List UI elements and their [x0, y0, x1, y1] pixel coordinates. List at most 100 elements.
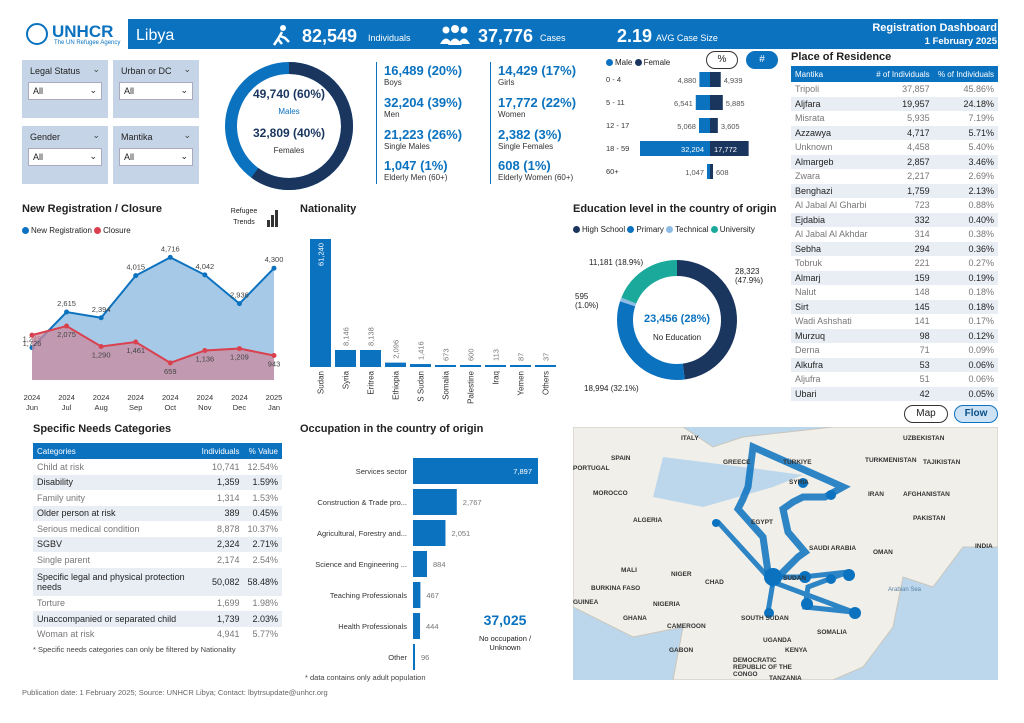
table-row[interactable]: Almarj 159 0.19%: [791, 270, 998, 285]
table-row[interactable]: Zwara 2,217 2.69%: [791, 169, 998, 184]
gender-select[interactable]: All ⌄: [28, 148, 102, 166]
table-row[interactable]: Al Jabal Al Gharbi 723 0.88%: [791, 198, 998, 213]
x-tick-label: Nov: [198, 403, 212, 412]
table-row[interactable]: Azzawya 4,717 5.71%: [791, 125, 998, 140]
refugee-trends-link[interactable]: Refugee Trends: [230, 208, 258, 226]
cases-value: 37,776: [478, 26, 534, 46]
filter-legal-status[interactable]: Legal Status ⌄ All ⌄: [22, 60, 108, 118]
occupation-note: * data contains only adult population: [305, 673, 426, 682]
chevron-down-icon[interactable]: ⌄: [92, 130, 100, 140]
table-row[interactable]: Benghazi 1,759 2.13%: [791, 183, 998, 198]
table-row[interactable]: Single parent 2,174 2.54%: [33, 552, 282, 568]
table-row[interactable]: SGBV 2,324 2.71%: [33, 536, 282, 552]
chevron-down-icon[interactable]: ⌄: [92, 64, 100, 74]
map-country-label: UGANDA: [763, 637, 792, 644]
table-row[interactable]: Nalut 148 0.18%: [791, 285, 998, 300]
data-point: [64, 309, 70, 315]
table-row[interactable]: Tobruk 221 0.27%: [791, 256, 998, 271]
table-row[interactable]: Torture 1,699 1.98%: [33, 596, 282, 612]
header-bar: [22, 19, 998, 49]
table-row[interactable]: Murzuq 98 0.12%: [791, 328, 998, 343]
table-row[interactable]: Sebha 294 0.36%: [791, 241, 998, 256]
table-row[interactable]: Specific legal and physical protection n…: [33, 567, 282, 596]
col-header[interactable]: % of Individuals: [933, 66, 998, 82]
map-toggle-button[interactable]: Map: [904, 405, 948, 423]
filter-mantika[interactable]: Mantika ⌄ All ⌄: [113, 126, 199, 184]
table-cell: 2,324: [197, 536, 244, 552]
table-row[interactable]: Woman at risk 4,941 5.77%: [33, 627, 282, 643]
table-cell: 1,759: [871, 183, 934, 198]
filter-urban-dc[interactable]: Urban or DC ⌄ All ⌄: [113, 60, 199, 118]
table-row[interactable]: Family unity 1,314 1.53%: [33, 490, 282, 506]
flow-map[interactable]: ITALY UZBEKISTAN SPAIN GREECE TÜRKIYE TURKMEN…: [573, 427, 998, 680]
data-label: 1,726: [23, 339, 42, 348]
mantika-select[interactable]: All ⌄: [119, 148, 193, 166]
chevron-down-icon[interactable]: ⌄: [183, 64, 191, 74]
table-row[interactable]: Serious medical condition 8,878 10.37%: [33, 521, 282, 537]
table-row[interactable]: Unknown 4,458 5.40%: [791, 140, 998, 155]
age-group-label: 5 - 11: [606, 98, 625, 107]
number-toggle-button[interactable]: #: [746, 51, 778, 69]
legend-male: Male: [615, 58, 633, 67]
table-row[interactable]: Derna 71 0.09%: [791, 343, 998, 358]
females-value: 32,809 (40%): [252, 126, 326, 140]
col-header[interactable]: % Value: [243, 443, 282, 459]
table-row[interactable]: Alkufra 53 0.06%: [791, 357, 998, 372]
table-cell: Disability: [33, 474, 198, 490]
table-cell: 294: [871, 241, 934, 256]
filter-gender[interactable]: Gender ⌄ All ⌄: [22, 126, 108, 184]
col-header[interactable]: Mantika: [791, 66, 872, 82]
table-row[interactable]: Sirt 145 0.18%: [791, 299, 998, 314]
map-country-label: GREECE: [723, 459, 751, 466]
table-row[interactable]: Almargeb 2,857 3.46%: [791, 154, 998, 169]
female-value: 5,885: [726, 99, 745, 108]
stat-label: Girls: [498, 78, 515, 87]
table-cell: 58.48%: [243, 567, 282, 596]
percent-toggle-button[interactable]: %: [706, 51, 738, 69]
legend-dot: [94, 227, 102, 235]
table-row[interactable]: Aljufra 51 0.06%: [791, 372, 998, 387]
trends-chart-icon[interactable]: [266, 208, 280, 228]
map-country-label: CHAD: [705, 579, 724, 586]
urban-dc-select[interactable]: All ⌄: [119, 82, 193, 100]
table-cell: 71: [919, 345, 930, 356]
table-cell: 0.12%: [933, 328, 998, 343]
series-line: [31, 324, 275, 364]
col-header[interactable]: # of Individuals: [871, 66, 934, 82]
table-cell: 141: [914, 316, 930, 327]
map-canvas[interactable]: [573, 427, 998, 680]
data-point: [29, 332, 35, 338]
map-country-label: BURKINA FASO: [591, 585, 641, 592]
table-row[interactable]: Older person at risk 389 0.45%: [33, 505, 282, 521]
chevron-down-icon[interactable]: ⌄: [183, 130, 191, 140]
table-row[interactable]: Child at risk 10,741 12.54%: [33, 459, 282, 475]
no-education-label: No Education: [652, 333, 702, 342]
col-header[interactable]: Categories: [33, 443, 198, 459]
table-cell: Older person at risk: [33, 505, 198, 521]
col-header[interactable]: Individuals: [197, 443, 244, 459]
table-row[interactable]: Wadi Ashshati 141 0.17%: [791, 314, 998, 329]
table-cell: Murzuq: [791, 328, 872, 343]
table-cell: Almarj: [791, 270, 872, 285]
table-row[interactable]: Aljfara 19,957 24.18%: [791, 96, 998, 111]
table-row[interactable]: Ejdabia 332 0.40%: [791, 212, 998, 227]
x-tick-label: Sep: [129, 403, 142, 412]
legal-status-select[interactable]: All ⌄: [28, 82, 102, 100]
table-cell: 5,935: [907, 113, 930, 124]
bar-value: 96: [421, 653, 429, 662]
bar-value: 2,767: [463, 498, 482, 507]
cases-label: Cases: [540, 33, 566, 43]
table-cell: 0.05%: [933, 386, 998, 401]
table-row[interactable]: Unaccompanied or separated child 1,739 2.0…: [33, 611, 282, 627]
table-row[interactable]: Disability 1,359 1.59%: [33, 474, 282, 490]
table-cell: Al Jabal Al Gharbi: [795, 200, 867, 211]
education-slice: [621, 260, 678, 304]
table-row[interactable]: Al Jabal Al Akhdar 314 0.38%: [791, 227, 998, 242]
table-row[interactable]: Tripoli 37,857 45.86%: [791, 82, 998, 97]
table-row[interactable]: Misrata 5,935 7.19%: [791, 111, 998, 126]
flow-toggle-button[interactable]: Flow: [954, 405, 998, 423]
category-label: S Sudan: [417, 371, 426, 402]
table-row[interactable]: Ubari 42 0.05%: [791, 386, 998, 401]
flow-node: [764, 608, 774, 618]
table-cell: 332: [871, 212, 934, 227]
